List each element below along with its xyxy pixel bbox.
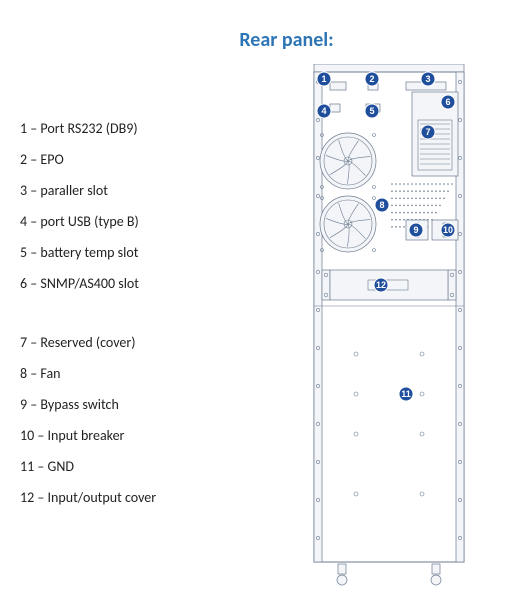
svg-text:3: 3: [425, 74, 430, 84]
rear-panel-diagram: 123456789101112: [306, 64, 472, 586]
legend-item: 9 – Bypass switch: [20, 396, 156, 413]
legend-item: 4 – port USB (type B): [20, 213, 156, 230]
svg-text:1: 1: [321, 74, 326, 84]
svg-text:7: 7: [425, 127, 430, 137]
callout: 12: [374, 278, 388, 292]
legend-item: 5 – battery temp slot: [20, 244, 156, 261]
svg-text:4: 4: [321, 106, 326, 116]
page-title: Rear panel:: [0, 0, 513, 52]
callout: 4: [317, 104, 331, 118]
svg-text:2: 2: [369, 74, 374, 84]
callout: 10: [441, 223, 455, 237]
legend-item: 6 – SNMP/AS400 slot: [20, 275, 156, 292]
svg-text:8: 8: [379, 200, 384, 210]
callout: 1: [317, 72, 331, 86]
legend-item: 1 – Port RS232 (DB9): [20, 120, 156, 137]
svg-text:6: 6: [445, 97, 450, 107]
legend-item: 2 – EPO: [20, 151, 156, 168]
callout: 9: [409, 223, 423, 237]
legend-list: 1 – Port RS232 (DB9) 2 – EPO 3 – paraller …: [20, 120, 156, 520]
svg-text:11: 11: [401, 389, 411, 399]
callout: 11: [399, 387, 413, 401]
callout: 3: [421, 72, 435, 86]
svg-text:5: 5: [369, 106, 374, 116]
callout: 7: [421, 125, 435, 139]
callout: 5: [365, 104, 379, 118]
legend-item: 10 – Input breaker: [20, 427, 156, 444]
legend-item: 8 – Fan: [20, 365, 156, 382]
page: Rear panel: 1 – Port RS232 (DB9) 2 – EPO 3…: [0, 0, 513, 610]
legend-item: 11 – GND: [20, 458, 156, 475]
svg-text:12: 12: [376, 280, 386, 290]
svg-text:9: 9: [413, 225, 418, 235]
legend-item: 7 – Reserved (cover): [20, 334, 156, 351]
svg-text:10: 10: [443, 225, 453, 235]
callout: 8: [375, 198, 389, 212]
callout: 2: [365, 72, 379, 86]
legend-item: 12 – Input/output cover: [20, 489, 156, 506]
legend-item: 3 – paraller slot: [20, 182, 156, 199]
callout: 6: [441, 95, 455, 109]
